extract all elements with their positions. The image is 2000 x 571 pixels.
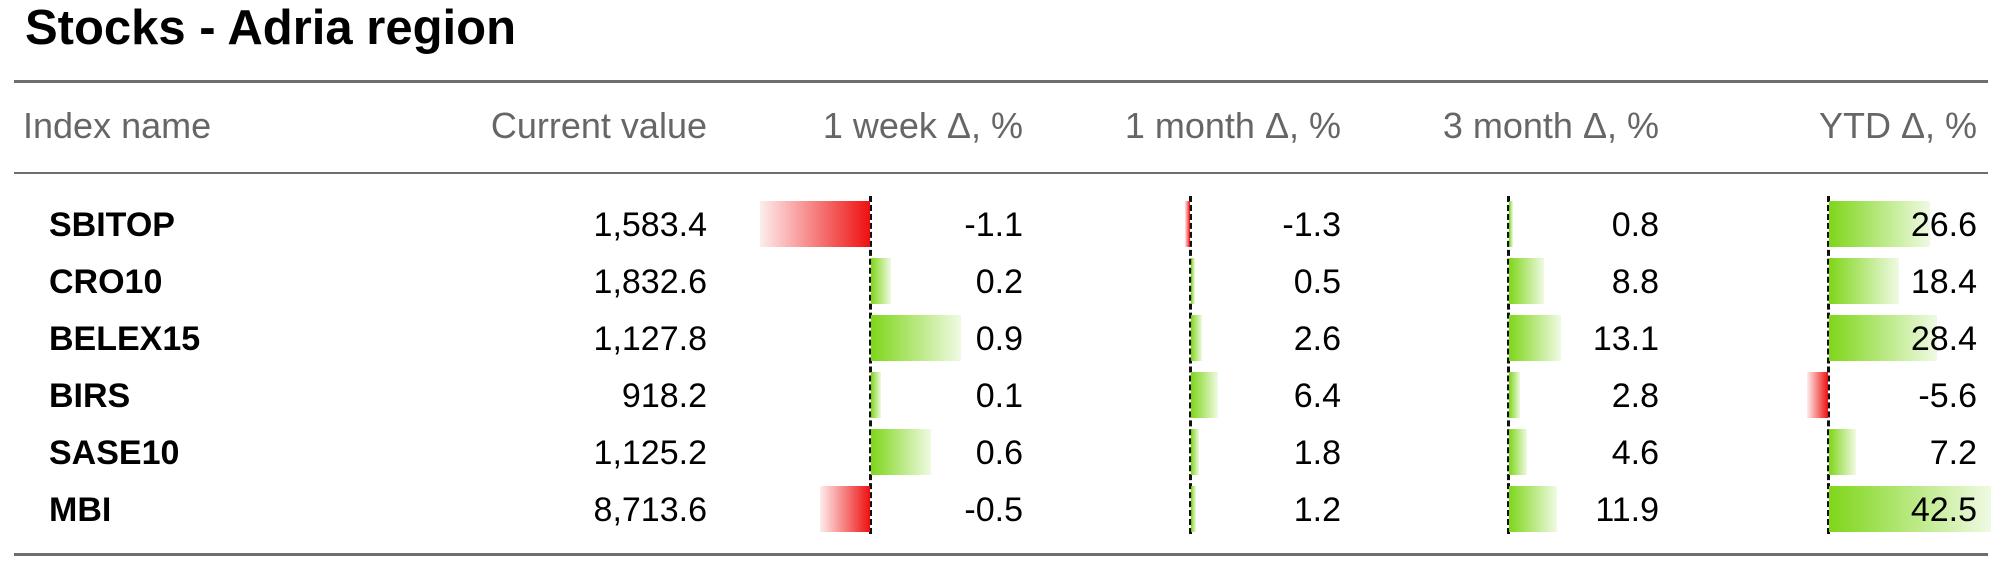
row-name: BIRS <box>49 377 131 415</box>
header-ytd: YTD Δ, % <box>1818 105 1977 146</box>
header-current-value: Current value <box>490 105 707 146</box>
row-week-value: 0.6 <box>975 434 1023 472</box>
row-week-value: 0.2 <box>975 263 1023 301</box>
bar-month-sbitop <box>1184 201 1190 247</box>
row-name: BELEX15 <box>49 320 201 358</box>
row-month-value: 6.4 <box>1293 377 1341 415</box>
zero-axis-ytd <box>1827 196 1830 534</box>
row-week-value: 0.9 <box>975 320 1023 358</box>
bar-week-cro10 <box>871 258 891 304</box>
row-current-value: 1,127.8 <box>593 320 707 358</box>
row-name: SBITOP <box>49 206 175 244</box>
row-ytd-value: 18.4 <box>1910 263 1977 301</box>
bar-ytd-sase10 <box>1829 429 1857 475</box>
bar-week-birs <box>871 372 881 418</box>
bar-week-belex15 <box>871 315 961 361</box>
row-month3-value: 2.8 <box>1611 377 1659 415</box>
bar-month3-sbitop <box>1509 201 1513 247</box>
header-1-month: 1 month Δ, % <box>1124 105 1341 146</box>
bottom-rule <box>14 553 1988 556</box>
zero-axis-month <box>1189 196 1192 534</box>
row-ytd-value: 42.5 <box>1910 491 1977 529</box>
bar-ytd-belex15 <box>1829 315 1937 361</box>
bar-month3-belex15 <box>1509 315 1562 361</box>
header-index-name: Index name <box>23 105 212 146</box>
row-current-value: 1,832.6 <box>593 263 707 301</box>
bar-ytd-cro10 <box>1829 258 1899 304</box>
bar-ytd-birs <box>1806 372 1828 418</box>
row-ytd-value: 28.4 <box>1910 320 1977 358</box>
zero-axis-week <box>869 196 872 534</box>
row-month3-value: 8.8 <box>1611 263 1659 301</box>
top-rule <box>14 80 1988 83</box>
row-name: CRO10 <box>49 263 163 301</box>
row-month3-value: 4.6 <box>1611 434 1659 472</box>
row-ytd-value: 26.6 <box>1910 206 1977 244</box>
row-current-value: 1,125.2 <box>593 434 707 472</box>
bar-month-cro10 <box>1191 258 1195 304</box>
bar-ytd-sbitop <box>1829 201 1931 247</box>
header-1-week: 1 week Δ, % <box>822 105 1023 146</box>
row-week-value: -1.1 <box>964 206 1023 244</box>
row-month-value: 1.2 <box>1293 491 1341 529</box>
row-month-value: -1.3 <box>1282 206 1341 244</box>
bar-week-sbitop <box>760 201 870 247</box>
bar-week-sase10 <box>871 429 931 475</box>
zero-axis-month3 <box>1507 196 1510 534</box>
row-week-value: 0.1 <box>975 377 1023 415</box>
bar-month3-cro10 <box>1509 258 1545 304</box>
bar-month-mbi <box>1191 486 1197 532</box>
bar-month3-mbi <box>1509 486 1557 532</box>
row-ytd-value: -5.6 <box>1918 377 1977 415</box>
header-3-month: 3 month Δ, % <box>1442 105 1659 146</box>
row-name: SASE10 <box>49 434 180 472</box>
row-week-value: -0.5 <box>964 491 1023 529</box>
row-current-value: 918.2 <box>621 377 707 415</box>
bar-month3-sase10 <box>1509 429 1528 475</box>
page-title: Stocks - Adria region <box>25 1 517 55</box>
row-current-value: 8,713.6 <box>593 491 707 529</box>
bar-month3-birs <box>1509 372 1521 418</box>
row-name: MBI <box>49 491 112 529</box>
row-month3-value: 11.9 <box>1595 491 1659 529</box>
row-month-value: 2.6 <box>1293 320 1341 358</box>
bar-month-birs <box>1191 372 1218 418</box>
row-month-value: 0.5 <box>1293 263 1341 301</box>
bar-ytd-mbi <box>1829 486 1991 532</box>
row-ytd-value: 7.2 <box>1929 434 1977 472</box>
row-month-value: 1.8 <box>1293 434 1341 472</box>
row-current-value: 1,583.4 <box>593 206 707 244</box>
bar-month-belex15 <box>1191 315 1202 361</box>
row-month3-value: 0.8 <box>1611 206 1659 244</box>
bar-month-sase10 <box>1191 429 1199 475</box>
row-month3-value: 13.1 <box>1592 320 1659 358</box>
header-rule <box>14 172 1988 174</box>
bar-week-mbi <box>820 486 870 532</box>
